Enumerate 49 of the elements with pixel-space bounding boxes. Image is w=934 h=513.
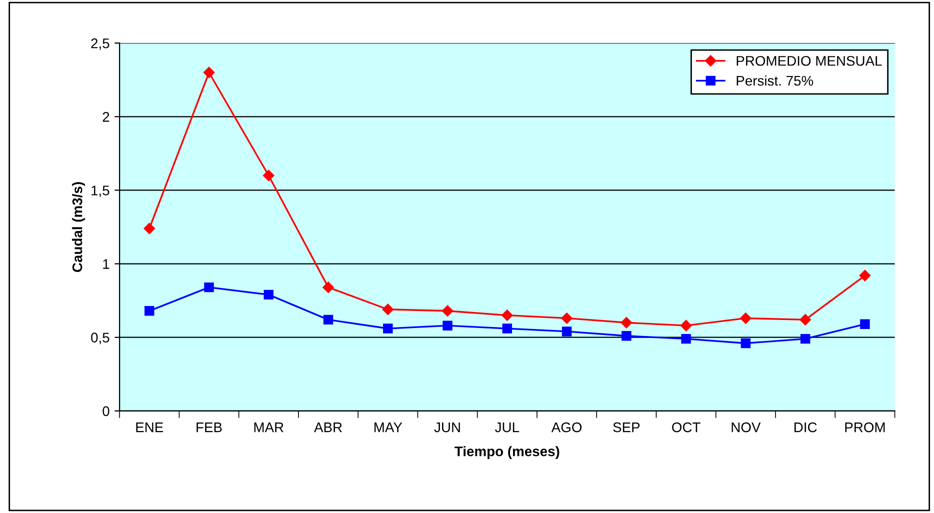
point xyxy=(502,324,512,334)
point xyxy=(860,319,870,329)
x-tick-label: JUN xyxy=(434,422,460,432)
point xyxy=(740,338,751,348)
point xyxy=(680,320,692,332)
point xyxy=(203,66,215,78)
point xyxy=(264,290,274,300)
x-tick-label: MAR xyxy=(254,422,284,432)
y-axis-title: Caudal (m3/s) xyxy=(72,182,85,272)
y-tick-label: 1,5 xyxy=(92,186,110,198)
point xyxy=(204,282,214,292)
point xyxy=(622,331,632,341)
legend-label: Persist. 75% xyxy=(736,75,814,86)
point xyxy=(383,324,393,334)
y-tick-label: 2 xyxy=(102,112,110,122)
x-tick-label: OCT xyxy=(672,422,700,432)
point xyxy=(144,222,155,234)
x-tick-label: SEP xyxy=(613,422,640,432)
point xyxy=(144,306,154,316)
x-tick-label: ABR xyxy=(314,422,342,432)
legend-label: PROMEDIO MENSUAL xyxy=(736,56,882,66)
y-tick-label: 0 xyxy=(102,406,110,416)
point xyxy=(562,326,572,336)
point xyxy=(442,320,452,330)
x-tick-label: FEB xyxy=(196,422,222,432)
point xyxy=(323,314,334,325)
x-tick-label: DIC xyxy=(794,422,817,432)
point xyxy=(382,304,394,315)
point xyxy=(681,334,691,344)
point xyxy=(263,170,274,182)
point xyxy=(502,310,513,321)
point xyxy=(442,305,454,316)
x-tick-label: JUL xyxy=(495,422,520,432)
x-tick-label: PROM xyxy=(845,422,885,432)
point xyxy=(740,312,752,324)
point xyxy=(800,314,811,326)
point xyxy=(620,317,632,328)
y-tick-label: 0,5 xyxy=(91,332,110,344)
point xyxy=(561,312,572,324)
y-tick-label: 2,5 xyxy=(91,38,110,50)
x-tick-label: ENE xyxy=(136,422,164,432)
point xyxy=(800,334,810,344)
x-axis-title: Tiempo (meses) xyxy=(454,446,560,460)
x-tick-label: MAY xyxy=(374,422,402,432)
point xyxy=(859,270,871,282)
point xyxy=(322,282,334,293)
y-tick-label: 1 xyxy=(103,259,110,269)
x-tick-label: AGO xyxy=(551,422,582,432)
x-tick-label: NOV xyxy=(732,422,761,432)
